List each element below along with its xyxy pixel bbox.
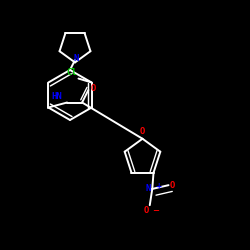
Text: Cl: Cl — [66, 68, 77, 77]
Text: +: + — [155, 182, 162, 192]
Text: O: O — [170, 181, 175, 190]
Text: N: N — [74, 54, 79, 63]
Text: −: − — [152, 206, 159, 216]
Text: N: N — [146, 184, 151, 194]
Text: O: O — [140, 127, 145, 136]
Text: O: O — [143, 206, 148, 216]
Text: HN: HN — [51, 92, 62, 101]
Text: O: O — [90, 84, 96, 93]
